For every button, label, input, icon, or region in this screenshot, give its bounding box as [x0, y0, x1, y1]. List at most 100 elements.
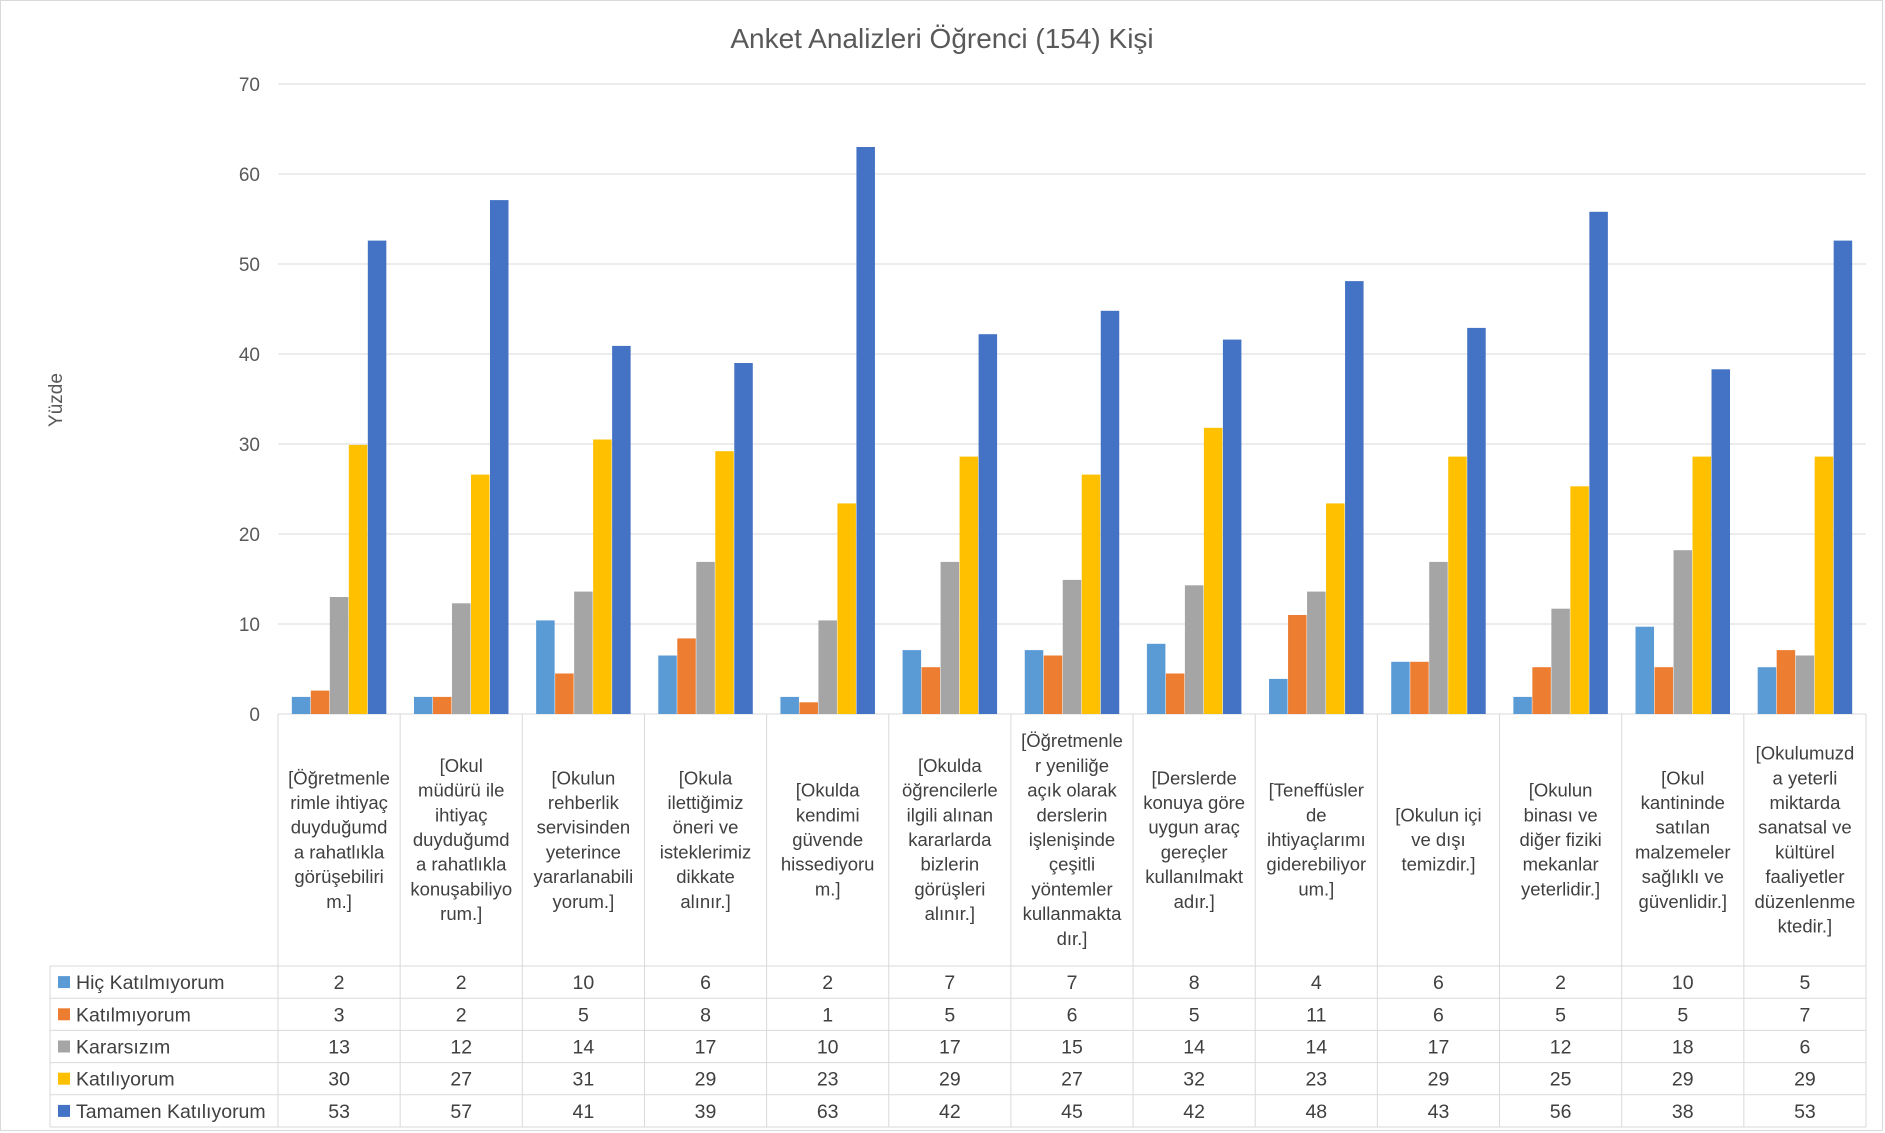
bar	[1776, 650, 1796, 714]
y-tick-label: 40	[239, 345, 260, 366]
bar	[856, 147, 875, 714]
table-cell-value: 4	[1311, 972, 1322, 994]
table-cell-value: 5	[578, 1004, 589, 1026]
bar	[978, 334, 998, 714]
table-cell-value: 32	[1183, 1069, 1205, 1091]
table-cell-value: 56	[1550, 1101, 1572, 1123]
table-cell-value: 5	[1799, 972, 1810, 994]
bar	[1222, 339, 1242, 714]
y-tick-label: 20	[239, 525, 260, 546]
table-cell-value: 23	[1305, 1069, 1327, 1091]
bar	[1100, 310, 1120, 714]
bar	[310, 690, 330, 714]
category-label: [Derslerde konuya göre uygun araç gereçler k…	[1143, 767, 1245, 912]
y-tick-label: 30	[239, 435, 260, 456]
bar	[902, 650, 922, 714]
legend-key	[58, 1072, 70, 1085]
bar	[1467, 327, 1486, 714]
table-cell-value: 2	[456, 1004, 467, 1026]
bar	[1326, 503, 1345, 714]
table-cell-value: 48	[1305, 1101, 1327, 1123]
bar	[696, 561, 715, 714]
table-cell-value: 5	[1555, 1004, 1566, 1026]
table-cell-value: 13	[328, 1037, 350, 1059]
table-cell-value: 1	[822, 1004, 833, 1026]
table-cell-value: 27	[450, 1069, 472, 1091]
table-cell-value: 5	[1189, 1004, 1200, 1026]
table-cell-value: 8	[700, 1004, 711, 1026]
bar	[658, 655, 677, 714]
bar	[1673, 550, 1693, 714]
bar	[1589, 211, 1608, 715]
table-cell-value: 43	[1428, 1101, 1450, 1123]
bar	[451, 603, 471, 714]
table-cell-value: 57	[450, 1101, 472, 1123]
category-label: [Teneffüsler de ihtiyaçlarımı giderebiliyor…	[1266, 780, 1366, 900]
legend-label: Tamamen Katılıyorum	[76, 1101, 266, 1123]
table-cell-value: 18	[1672, 1037, 1694, 1059]
category-label: [Öğretmenle r yeniliğe açık olarak dersleri…	[1021, 730, 1123, 949]
bar	[1513, 696, 1532, 714]
table-cell-value: 25	[1550, 1069, 1572, 1091]
table-cell-value: 7	[1067, 972, 1078, 994]
bar	[1551, 608, 1570, 714]
category-label: [Okulumuzd a yeterli miktarda sanatsal ve kü…	[1755, 743, 1856, 937]
table-cell-value: 27	[1061, 1069, 1083, 1091]
y-tick-label: 50	[239, 255, 260, 276]
bar	[1570, 486, 1589, 714]
table-cell-value: 6	[1433, 1004, 1444, 1026]
bar	[1288, 615, 1307, 714]
table-cell-value: 17	[939, 1037, 961, 1059]
table-cell-value: 17	[1428, 1037, 1450, 1059]
bar	[555, 673, 574, 714]
table-cell-value: 45	[1061, 1101, 1083, 1123]
table-cell-value: 11	[1306, 1004, 1326, 1026]
bar	[799, 702, 818, 714]
table-cell-value: 17	[695, 1037, 717, 1059]
table-cell-value: 12	[1550, 1037, 1572, 1059]
category-label: [Okulun içi ve dışı temizdir.]	[1395, 804, 1481, 874]
y-axis-label: Yüzde	[46, 373, 67, 427]
bar	[1043, 655, 1063, 714]
table-cell-value: 3	[334, 1004, 345, 1026]
chart-title: Anket Analizleri Öğrenci (154) Kişi	[730, 23, 1153, 54]
y-tick-label: 70	[239, 75, 260, 96]
legend-label: Katılmıyorum	[76, 1004, 191, 1026]
table-cell-value: 53	[328, 1101, 350, 1123]
bar	[1203, 427, 1223, 714]
data-table: [Öğretmenle rimle ihtiyaç duyduğumd a rahat…	[49, 714, 1867, 1128]
bar	[1635, 626, 1655, 714]
bar	[367, 240, 387, 714]
category-label: [Okul müdürü ile ihtiyaç duyduğumd a rahatlı…	[410, 755, 512, 924]
table-cell-value: 5	[1677, 1004, 1688, 1026]
category-label: [Okulda kendimi güvende hissediyoru m.]	[781, 780, 875, 900]
table-cell-value: 12	[450, 1037, 472, 1059]
bar	[1062, 579, 1082, 714]
table-cell-value: 6	[1433, 972, 1444, 994]
table-cell-value: 31	[573, 1069, 595, 1091]
bar	[1757, 667, 1777, 714]
bar	[959, 456, 979, 714]
category-label: [Okula ilettiğimiz öneri ve isteklerimiz dik…	[660, 767, 751, 912]
category-label: [Okul kantininde satılan malzemeler sağlıklı…	[1635, 767, 1731, 912]
bar	[536, 620, 555, 714]
bar	[470, 474, 490, 714]
table-cell-value: 29	[939, 1069, 961, 1091]
table-cell-value: 29	[695, 1069, 717, 1091]
bar	[1532, 667, 1551, 714]
bar	[1654, 667, 1674, 714]
bar	[348, 444, 368, 714]
table-cell-value: 7	[1799, 1004, 1810, 1026]
table-cell-value: 41	[573, 1101, 595, 1123]
legend-label: Katılıyorum	[76, 1069, 175, 1091]
table-cell-value: 63	[817, 1101, 839, 1123]
bar	[818, 620, 837, 714]
table-cell-value: 29	[1672, 1069, 1694, 1091]
bar	[432, 696, 452, 714]
legend-key	[58, 976, 70, 989]
y-tick-label: 10	[239, 615, 260, 636]
bar	[1429, 561, 1448, 714]
bar	[1165, 673, 1185, 714]
